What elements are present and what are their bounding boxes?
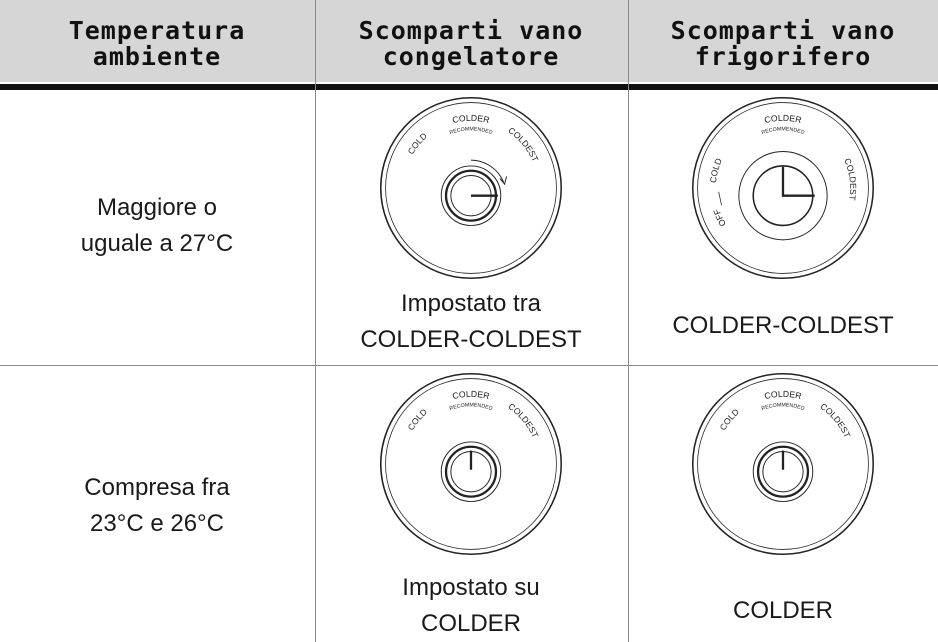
dial-label: COLDEST [842, 157, 858, 202]
setting-caption: Impostato su COLDER [316, 570, 626, 642]
dial-ring [385, 102, 557, 274]
dial-sublabel-text: RECOMMENDED [449, 402, 494, 412]
dial-sublabel-text: RECOMMENDED [449, 126, 494, 136]
dial-label-text: COLDER [451, 113, 490, 125]
dial: COLD COLDER COLDEST RECOMMENDED [379, 372, 563, 556]
header-line: ambiente [92, 42, 222, 71]
dial-sublabel: RECOMMENDED [761, 126, 806, 136]
dial-ring [691, 372, 875, 556]
header-line: Scomparti vano [670, 16, 896, 45]
dial-label-text: COLDER [763, 389, 802, 401]
temperature-line: Compresa fra [84, 474, 230, 501]
dial: OFF COLD COLDER COLDEST RECOMMENDED [691, 96, 875, 280]
temperature-line: 23°C e 26°C [90, 510, 224, 537]
header-line: congelatore [382, 42, 560, 71]
header-background [0, 0, 938, 82]
dial-sublabel-text: RECOMMENDED [761, 126, 806, 136]
dial-label-text: COLDEST [842, 157, 858, 202]
dial-box: COLD COLDER COLDEST RECOMMENDED [375, 368, 567, 560]
dial-label: COLD [708, 157, 724, 184]
dial-label: COLDER [451, 113, 490, 125]
dial-ring [691, 96, 875, 280]
dial-label: OFF [711, 208, 728, 228]
direction-arrow [470, 159, 505, 183]
dial-label: COLDER [763, 389, 802, 401]
dial-label-text: COLD [708, 157, 724, 184]
dial-sublabel: RECOMMENDED [449, 126, 494, 136]
dial-box: COLD COLDER COLDEST RECOMMENDED [375, 92, 567, 284]
column-header: Temperatura ambiente [7, 18, 307, 70]
temperature-line: Maggiore o [96, 194, 218, 221]
knob [752, 441, 814, 502]
dial-box: OFF COLD COLDER COLDEST RECOMMENDED [687, 92, 879, 284]
header-line: frigorifero [694, 42, 872, 71]
dial-label-text: COLDEST [819, 401, 853, 440]
caption-line: COLDER-COLDEST [360, 326, 582, 353]
dial-label: COLDER [763, 113, 802, 125]
pointer [781, 166, 815, 197]
dial-label: COLDEST [819, 401, 853, 440]
knob [440, 441, 502, 502]
dial-sublabel-text: RECOMMENDED [761, 402, 806, 412]
knob [440, 165, 502, 226]
dial-label: COLD [406, 407, 429, 432]
column-header: Scomparti vano congelatore [321, 18, 621, 70]
setting-caption: COLDER-COLDEST [628, 308, 938, 344]
column-header: Scomparti vano frigorifero [633, 18, 933, 70]
dial-label-text: COLDER [451, 389, 490, 401]
dial-ring [379, 96, 563, 280]
dial-ring [385, 378, 557, 550]
dial-box: COLD COLDER COLDEST RECOMMENDED [687, 368, 879, 560]
dial-label-text: COLD [406, 407, 429, 432]
dial-label-text: COLD [406, 131, 429, 156]
setting-caption: Impostato tra COLDER-COLDEST [316, 286, 626, 358]
row-divider [0, 365, 938, 366]
dial-label: COLDEST [507, 125, 541, 164]
dial: COLD COLDER COLDEST RECOMMENDED [691, 372, 875, 556]
temperature-cell: Maggiore o uguale a 27°C [2, 190, 312, 262]
caption-line: Impostato su [402, 574, 540, 601]
setting-caption: COLDER [628, 593, 938, 629]
dial-label-text: COLDER [763, 113, 802, 125]
header-rule [0, 84, 938, 90]
dial-label-text: COLDEST [507, 125, 541, 164]
dial-label-text: OFF [711, 208, 728, 228]
dial-label: COLD [718, 407, 741, 432]
knob [444, 445, 498, 498]
dial-sublabel: RECOMMENDED [761, 402, 806, 412]
temperature-cell: Compresa fra 23°C e 26°C [2, 470, 312, 542]
header-line: Temperatura [68, 16, 246, 45]
dial-label: COLDEST [507, 401, 541, 440]
caption-line: COLDER [732, 597, 834, 624]
column-divider [315, 0, 316, 642]
dial-label-text: COLDEST [507, 401, 541, 440]
caption-line: COLDER [420, 610, 522, 637]
header-line: Scomparti vano [358, 16, 584, 45]
dial-ring [379, 372, 563, 556]
dial-label-text: COLD [718, 407, 741, 432]
dial-label: COLDER [451, 389, 490, 401]
caption-line: Impostato tra [400, 290, 542, 317]
temperature-line: uguale a 27°C [80, 230, 234, 257]
dial-sublabel: RECOMMENDED [449, 402, 494, 412]
dial: COLD COLDER COLDEST RECOMMENDED [379, 96, 563, 280]
off-dash [718, 191, 722, 206]
knob [756, 445, 810, 498]
dial-ring [697, 378, 869, 550]
knob-ring [738, 151, 828, 241]
dial-label: COLD [406, 131, 429, 156]
caption-line: COLDER-COLDEST [672, 312, 894, 339]
dial-ring [697, 102, 869, 274]
arrow-head [499, 176, 507, 186]
column-divider [628, 0, 629, 642]
